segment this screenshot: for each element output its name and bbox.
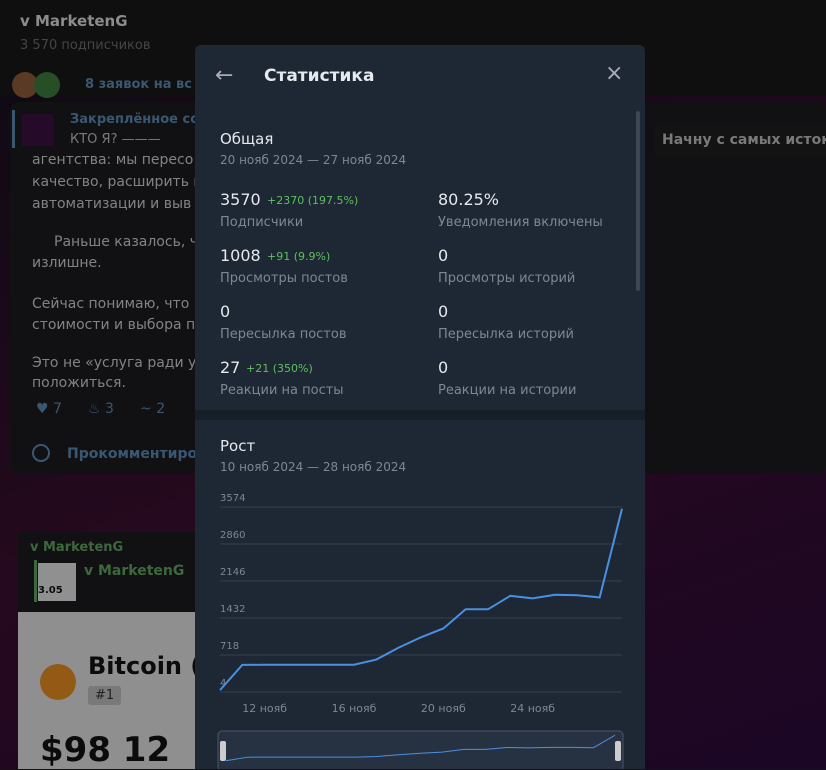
x-tick-label: 20 нояб	[421, 702, 466, 715]
message-line: Раньше казалось, ч	[54, 234, 198, 250]
coin-price: $98 12	[40, 730, 171, 770]
y-tick-label: 3574	[220, 493, 245, 504]
avatar	[12, 72, 38, 98]
y-tick-label: 1432	[220, 604, 245, 615]
x-tick-label: 24 нояб	[510, 702, 555, 715]
data-line	[219, 508, 623, 691]
stat-change: +91 (9.9%)	[267, 250, 331, 263]
message-line: агентства: мы пересо	[32, 152, 194, 168]
y-tick-label: 2146	[220, 567, 245, 578]
message-line: излишне.	[32, 255, 102, 271]
stat-change: +2370 (197.5%)	[267, 194, 359, 207]
stat-label: Пересылка историй	[438, 327, 574, 342]
reaction-count: 3	[105, 401, 114, 417]
subscriber-count: 3 570 подписчиков	[20, 38, 151, 53]
y-tick-label: 2860	[220, 530, 245, 541]
pinned-label[interactable]: Закреплённое со	[70, 112, 200, 127]
channel-name[interactable]: v MarketenG	[20, 12, 128, 30]
pinned-text: КТО Я? ———	[70, 132, 161, 147]
x-tick-label: 16 нояб	[332, 702, 377, 715]
close-button[interactable]: ×	[605, 61, 624, 86]
message-line: положиться.	[32, 375, 126, 391]
y-tick-label: 4	[220, 678, 226, 689]
quote-bar	[34, 560, 37, 602]
avatar	[34, 72, 60, 98]
message-line: Это не «услуга ради ус	[32, 355, 205, 371]
navigator-handle[interactable]	[220, 741, 226, 761]
navigator-line	[225, 734, 616, 762]
coin-rank: #1	[88, 686, 122, 705]
stat-value: 80.25%	[438, 190, 500, 209]
card-price: 3.05	[38, 585, 63, 596]
pin-bar	[12, 110, 15, 148]
message-line: качество, расширить к	[32, 174, 202, 190]
stat-value: 0	[438, 358, 449, 377]
coin-name: Bitcoin (	[88, 652, 202, 680]
section-period: 20 нояб 2024 — 27 нояб 2024	[220, 153, 407, 167]
divider	[195, 410, 645, 420]
scrollbar[interactable]	[636, 111, 640, 291]
stat-value: 3570	[220, 190, 261, 209]
post-channel[interactable]: v MarketenG	[30, 540, 124, 555]
pin-thumb	[22, 114, 54, 146]
card-thumb: 3.05	[38, 563, 76, 601]
card-channel[interactable]: v MarketenG	[84, 563, 185, 579]
chart-title: Рост	[220, 437, 256, 455]
stat-value: 1008	[220, 246, 261, 265]
stat-value: 27	[220, 358, 241, 377]
stat-label: Просмотры историй	[438, 271, 576, 286]
stat-label: Подписчики	[220, 215, 304, 230]
stat-label: Просмотры постов	[220, 271, 348, 286]
stat-label: Реакции на посты	[220, 383, 344, 398]
stat-value: 0	[438, 246, 449, 265]
stat-label: Реакции на истории	[438, 383, 577, 398]
coin-icon	[40, 664, 76, 700]
message-line: автоматизации и выв	[32, 196, 192, 212]
stat-label: Пересылка постов	[220, 327, 347, 342]
stats-modal: ← Статистика × Общая 20 нояб 2024 — 27 н…	[195, 45, 645, 769]
join-requests[interactable]: 8 заявок на вс	[85, 77, 192, 92]
y-tick-label: 718	[220, 641, 239, 652]
reaction[interactable]: ♨ 3	[88, 401, 114, 417]
message-line: стоимости и выбора п	[32, 317, 196, 333]
stat-label: Уведомления включены	[438, 215, 603, 230]
back-button[interactable]: ←	[215, 63, 234, 88]
chart: 4 718 1432 2146 2860 3574 12 нояб 16 нояб 20 ноя…	[217, 493, 624, 769]
stat-value: 0	[220, 302, 231, 321]
comment-icon	[32, 444, 50, 462]
chart-subtitle: 10 нояб 2024 — 28 нояб 2024	[220, 460, 407, 474]
reaction[interactable]: ~ 2	[140, 401, 166, 417]
section-title: Общая	[220, 130, 274, 148]
message-line: Сейчас понимаю, что	[32, 296, 190, 312]
x-tick-label: 12 нояб	[242, 702, 287, 715]
reaction-count: 2	[156, 401, 166, 417]
reaction[interactable]: ♥ 7	[36, 401, 62, 417]
navigator-handle[interactable]	[615, 741, 621, 761]
comment-button[interactable]: Прокомментиро	[67, 446, 198, 462]
stat-value: 0	[438, 302, 449, 321]
stat-change: +21 (350%)	[246, 362, 313, 375]
side-note-bg	[655, 125, 826, 157]
side-note: Начну с самых истоко	[662, 132, 826, 148]
modal-title: Статистика	[264, 66, 375, 86]
navigator[interactable]	[217, 730, 624, 769]
reaction-count: 7	[53, 401, 62, 417]
